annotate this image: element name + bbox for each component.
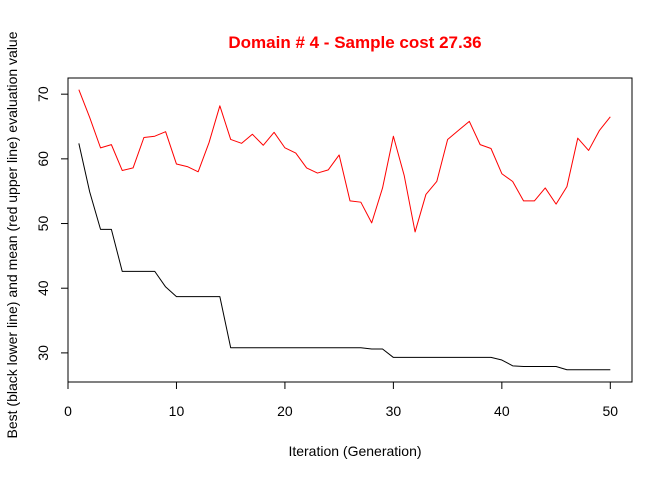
x-axis: 0 10 20 30 40 50: [64, 381, 619, 419]
series-line-2: [78, 89, 611, 233]
y-tick-label: 60: [35, 151, 51, 167]
plot-frame: [67, 77, 633, 383]
x-tick-label: 50: [603, 403, 619, 419]
y-axis: 30 40 50 60 70: [35, 86, 69, 361]
y-tick-label: 30: [35, 345, 51, 361]
x-tick-label: 40: [494, 403, 510, 419]
x-tick-label: 30: [386, 403, 402, 419]
x-tick-label: 0: [64, 403, 72, 419]
y-tick-label: 70: [35, 86, 51, 102]
series-layer: [78, 89, 611, 371]
x-tick-label: 10: [169, 403, 185, 419]
x-axis-label: Iteration (Generation): [288, 443, 421, 459]
y-tick-label: 50: [35, 216, 51, 232]
series-line-1: [78, 143, 611, 371]
y-axis-label: Best (black lower line) and mean (red up…: [4, 31, 20, 438]
x-tick-label: 20: [277, 403, 293, 419]
chart-title: Domain # 4 - Sample cost 27.36: [228, 33, 481, 52]
y-tick-label: 40: [35, 280, 51, 296]
